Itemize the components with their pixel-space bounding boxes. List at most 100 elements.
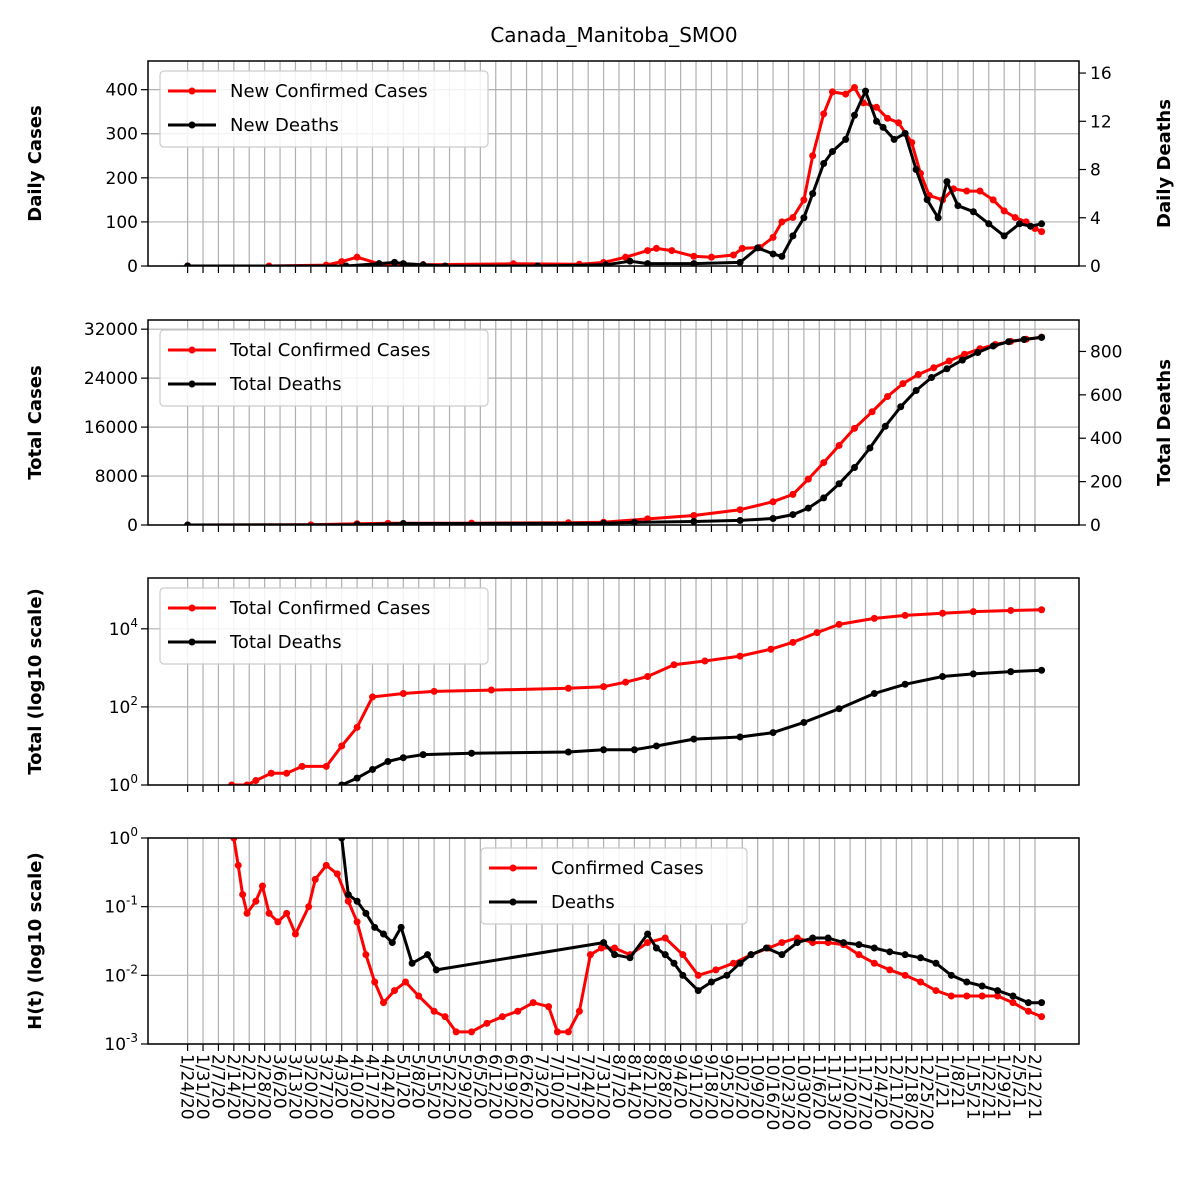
- data-point: [778, 218, 786, 226]
- legend-label: Total Confirmed Cases: [229, 340, 430, 361]
- data-point: [870, 614, 878, 622]
- data-point: [564, 1028, 572, 1036]
- data-point: [670, 959, 678, 967]
- x-tick-label: 10/2/20: [731, 1054, 751, 1120]
- data-point: [368, 765, 376, 773]
- x-tick-label: 12/25/20: [916, 1054, 936, 1130]
- x-tick-label: 4/17/20: [361, 1054, 381, 1120]
- x-tick-label: 10/30/20: [793, 1054, 813, 1130]
- data-point: [342, 262, 350, 266]
- data-point: [399, 690, 407, 698]
- data-point: [978, 982, 986, 990]
- x-tick-label: 2/14/20: [223, 1054, 243, 1120]
- data-point: [912, 387, 920, 395]
- x-tick-label: 1/31/20: [192, 1054, 212, 1120]
- data-point: [230, 838, 238, 842]
- x-tick-label: 9/25/20: [716, 1054, 736, 1120]
- data-point: [694, 987, 702, 995]
- data-point: [917, 978, 925, 986]
- data-point: [419, 261, 427, 266]
- data-point: [626, 257, 634, 265]
- data-point: [652, 244, 660, 252]
- data-point: [402, 978, 410, 986]
- y-tick-label: 16000: [84, 418, 138, 438]
- data-point: [820, 160, 828, 167]
- data-point: [947, 992, 955, 1000]
- data-point: [353, 521, 361, 525]
- data-point: [600, 519, 608, 525]
- data-point: [800, 214, 808, 222]
- data-point: [380, 930, 388, 938]
- data-point: [234, 861, 242, 869]
- data-point: [375, 260, 383, 266]
- data-point: [804, 475, 812, 483]
- data-point: [353, 918, 361, 926]
- x-tick-label: 6/26/20: [516, 1054, 536, 1120]
- data-point: [870, 959, 878, 967]
- data-point: [917, 954, 925, 962]
- data-point: [1005, 338, 1013, 346]
- data-point: [644, 515, 652, 523]
- y2-tick-label: 8: [1090, 161, 1101, 181]
- data-point: [265, 909, 273, 917]
- data-point: [586, 951, 594, 959]
- data-point: [630, 518, 638, 525]
- data-point: [828, 147, 836, 155]
- data-point: [630, 746, 638, 754]
- data-point: [399, 260, 407, 266]
- data-point: [736, 733, 744, 741]
- data-point: [338, 742, 346, 750]
- y-tick-label: 100: [106, 213, 138, 233]
- data-point: [397, 923, 405, 931]
- x-tick-label: 2/21/20: [238, 1054, 258, 1120]
- x-tick-label: 8/21/20: [639, 1054, 659, 1120]
- data-point: [430, 1007, 438, 1015]
- data-point: [855, 951, 863, 959]
- data-point: [602, 261, 610, 266]
- data-point: [934, 214, 942, 222]
- data-point: [652, 742, 660, 750]
- series-total-deaths: [338, 666, 1046, 785]
- plot-frame: [147, 60, 1080, 267]
- panel-H(t): 10-3 10-2 10-1 100 H(t) (log10 scale) Confirm…: [25, 825, 1080, 1055]
- data-point: [415, 992, 423, 1000]
- data-point: [322, 762, 330, 770]
- y-tick-label: 10-3: [104, 1031, 138, 1055]
- x-tick-label: 4/24/20: [377, 1054, 397, 1120]
- data-point: [380, 999, 388, 1007]
- data-point: [901, 611, 909, 619]
- legend-label: New Confirmed Cases: [230, 81, 428, 102]
- x-tick-label: 1/15/21: [962, 1054, 982, 1120]
- data-point: [835, 705, 843, 713]
- y-tick-label: 8000: [95, 467, 138, 487]
- x-tick-label: 11/20/20: [839, 1054, 859, 1130]
- data-point: [338, 838, 346, 842]
- data-point: [890, 135, 898, 143]
- data-point: [252, 777, 260, 785]
- data-point: [809, 190, 817, 198]
- x-tick-label: 9/11/20: [685, 1054, 705, 1120]
- data-point: [239, 891, 247, 899]
- data-point: [842, 90, 850, 98]
- x-tick-label: 1/24/20: [177, 1054, 197, 1120]
- data-point: [611, 951, 619, 959]
- data-point: [947, 971, 955, 979]
- data-point: [424, 951, 432, 959]
- data-point: [283, 909, 291, 917]
- data-point: [690, 735, 698, 743]
- data-point: [353, 253, 361, 261]
- data-point: [851, 83, 859, 91]
- data-point: [914, 370, 922, 378]
- data-point: [769, 729, 777, 737]
- data-point: [298, 762, 306, 770]
- data-point: [661, 951, 669, 959]
- data-point: [923, 196, 931, 204]
- data-point: [483, 1019, 491, 1027]
- data-point: [820, 459, 828, 467]
- data-point: [736, 516, 744, 524]
- data-point: [1038, 1013, 1046, 1021]
- data-point: [736, 258, 744, 266]
- data-point: [644, 673, 652, 681]
- x-tick-label: 1/29/21: [993, 1054, 1013, 1120]
- x-tick-label: 2/7/20: [207, 1054, 227, 1109]
